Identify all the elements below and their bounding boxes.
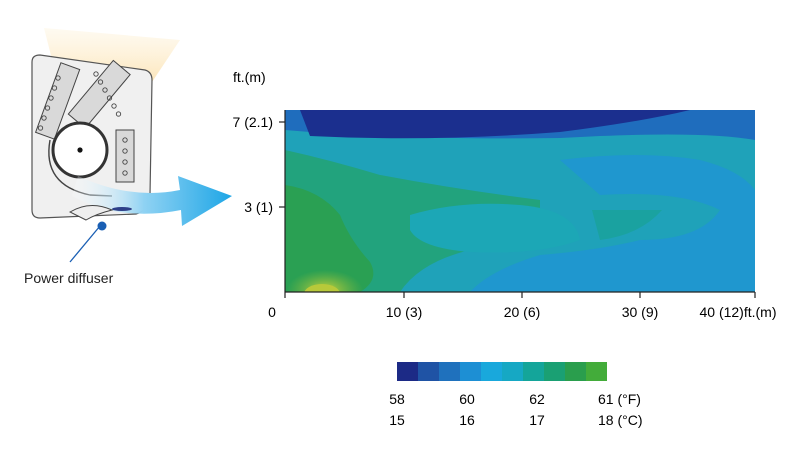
region-teal-pocket [410, 203, 580, 253]
fin-dot [122, 137, 128, 143]
fin-dot [48, 95, 54, 101]
legend-swatch [523, 362, 544, 381]
fin-dot [122, 170, 128, 176]
x-tick-label: 20 (6) [504, 304, 541, 320]
y-axis-unit-label: ft.(m) [233, 69, 266, 85]
region-green-dark [285, 185, 374, 292]
legend-swatch [397, 362, 418, 381]
legend-swatch [502, 362, 523, 381]
fin-dot [55, 75, 61, 81]
legend-fahrenheit-62: 62 [529, 391, 545, 407]
x-tick-label: 40 (12)ft.(m) [699, 304, 776, 320]
fin-dot [111, 103, 117, 109]
region-yellow-floor [287, 270, 363, 292]
legend-fahrenheit-60: 60 [459, 391, 475, 407]
power-diffuser-label: Power diffuser [24, 270, 114, 286]
callout-line [69, 225, 101, 263]
heat-exchanger-top [67, 59, 131, 129]
heat-exchanger-right [115, 129, 135, 183]
exchanger-fins [37, 71, 128, 176]
legend-swatch [565, 362, 586, 381]
legend-fahrenheit-61: 61 (°F) [598, 391, 641, 407]
x-tick-label: 10 (3) [386, 304, 423, 320]
callout-dot [97, 221, 107, 231]
legend-celsius-16: 16 [459, 412, 475, 428]
power-diffuser-louver [68, 205, 114, 221]
x-tick-label: 0 [268, 304, 276, 320]
region-cool-right [470, 155, 755, 292]
legend-swatch [544, 362, 565, 381]
legend-celsius-18: 18 (°C) [598, 412, 643, 428]
legend-swatch [418, 362, 439, 381]
fin-dot [122, 148, 128, 154]
fin-dot [97, 79, 104, 85]
legend-celsius-17: 17 [529, 412, 545, 428]
indoor-unit-illustration [31, 28, 232, 263]
legend-celsius-15: 15 [389, 412, 405, 428]
airflow-arrow [72, 176, 232, 226]
legend-swatches [397, 362, 607, 381]
fin-dot [115, 111, 122, 117]
legend-swatch [439, 362, 460, 381]
x-tick-label: 30 (9) [622, 304, 659, 320]
legend-fahrenheit-58: 58 [389, 391, 405, 407]
legend-swatch [481, 362, 502, 381]
region-teal-pocket-2 [592, 210, 662, 240]
fin-dot [37, 125, 44, 131]
region-yellow-core [304, 284, 340, 292]
y-tick-label: 3 (1) [244, 199, 273, 215]
fan-hub [77, 147, 83, 153]
legend-swatch [586, 362, 607, 381]
fin-dot [41, 115, 47, 121]
temperature-legend: 58 60 62 61 (°F) 15 16 17 18 (°C) [389, 362, 643, 428]
fin-dot [106, 95, 113, 101]
x-ticks [284, 292, 756, 298]
y-ticks [279, 121, 285, 208]
temperature-distribution-plot: ft.(m) 7 (2.1) 3 (1) 0 10 (3) 20 (6) 30 … [233, 69, 777, 320]
fin-dot [51, 85, 58, 91]
louver-slot [112, 207, 132, 211]
fin-dot [102, 87, 108, 93]
legend-swatch [460, 362, 481, 381]
fin-dot [93, 71, 99, 77]
fin-dot [44, 105, 51, 111]
y-tick-label: 7 (2.1) [233, 114, 273, 130]
region-deep-top [300, 110, 690, 139]
heat-exchanger-left [34, 62, 81, 140]
fin-dot [122, 159, 128, 165]
